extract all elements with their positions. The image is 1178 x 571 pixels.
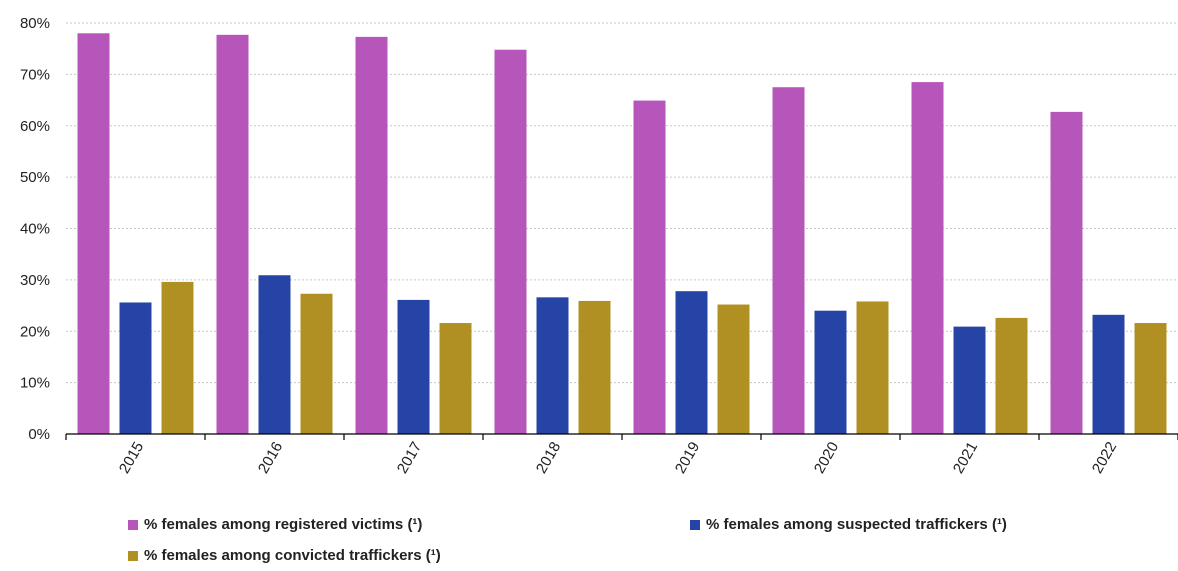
bar-2015-series-3 [161,281,194,434]
bar-2022-series-3 [1134,323,1167,434]
legend-swatch-registered-victims [128,519,138,530]
legend-label-suspected-traffickers: % females among suspected traffickers (¹… [706,516,1007,533]
y-tick-label: 0% [28,426,50,443]
bar-2016-series-2 [258,275,291,434]
legend-item-registered-victims: % females among registered victims (¹) [128,516,422,533]
x-tick-label: 2015 [116,439,147,476]
x-tick-label: 2019 [672,439,703,476]
bar-2019-series-1 [633,100,666,435]
bar-2019-series-2 [675,291,708,434]
bar-2017-series-2 [397,299,430,434]
y-tick-label: 80% [20,15,50,32]
y-tick-label: 40% [20,221,50,238]
x-tick-label: 2021 [950,439,981,476]
x-tick-label: 2016 [255,439,286,476]
bar-2016-series-1 [216,34,249,434]
y-tick-label: 70% [20,66,50,83]
bar-2018-series-1 [494,49,527,435]
bar-2018-series-2 [536,297,569,434]
bar-2020-series-2 [814,310,847,434]
y-tick-label: 50% [20,169,50,186]
x-tick-label: 2020 [811,439,842,476]
bar-2015-series-2 [119,302,152,434]
y-tick-label: 20% [20,323,50,340]
legend-item-convicted-traffickers: % females among convicted traffickers (¹… [128,547,441,564]
y-tick-label: 10% [20,375,50,392]
legend-label-registered-victims: % females among registered victims (¹) [144,516,423,533]
x-tick-label: 2017 [394,439,425,476]
legend-item-suspected-traffickers: % females among suspected traffickers (¹… [690,516,1007,533]
y-tick-label: 30% [20,272,50,289]
y-tick-label: 60% [20,118,50,135]
bar-2015-series-1 [77,33,110,435]
bar-2021-series-1 [911,82,944,435]
bar-2017-series-1 [355,36,388,435]
bar-2022-series-2 [1092,314,1125,434]
bar-2020-series-1 [772,87,805,434]
bar-2019-series-3 [717,304,750,434]
x-tick-label: 2022 [1089,439,1120,476]
bar-2020-series-3 [856,301,889,434]
bar-2022-series-1 [1050,111,1083,434]
x-tick-label: 2018 [533,439,564,476]
bar-2021-series-2 [953,326,986,434]
bar-2018-series-3 [578,300,611,434]
bar-2021-series-3 [995,317,1028,434]
legend-swatch-suspected-traffickers [690,519,700,530]
legend-swatch-convicted-traffickers [128,550,138,561]
bar-2017-series-3 [439,323,472,434]
legend-label-convicted-traffickers: % females among convicted traffickers (¹… [144,547,441,564]
bar-2016-series-3 [300,293,333,434]
